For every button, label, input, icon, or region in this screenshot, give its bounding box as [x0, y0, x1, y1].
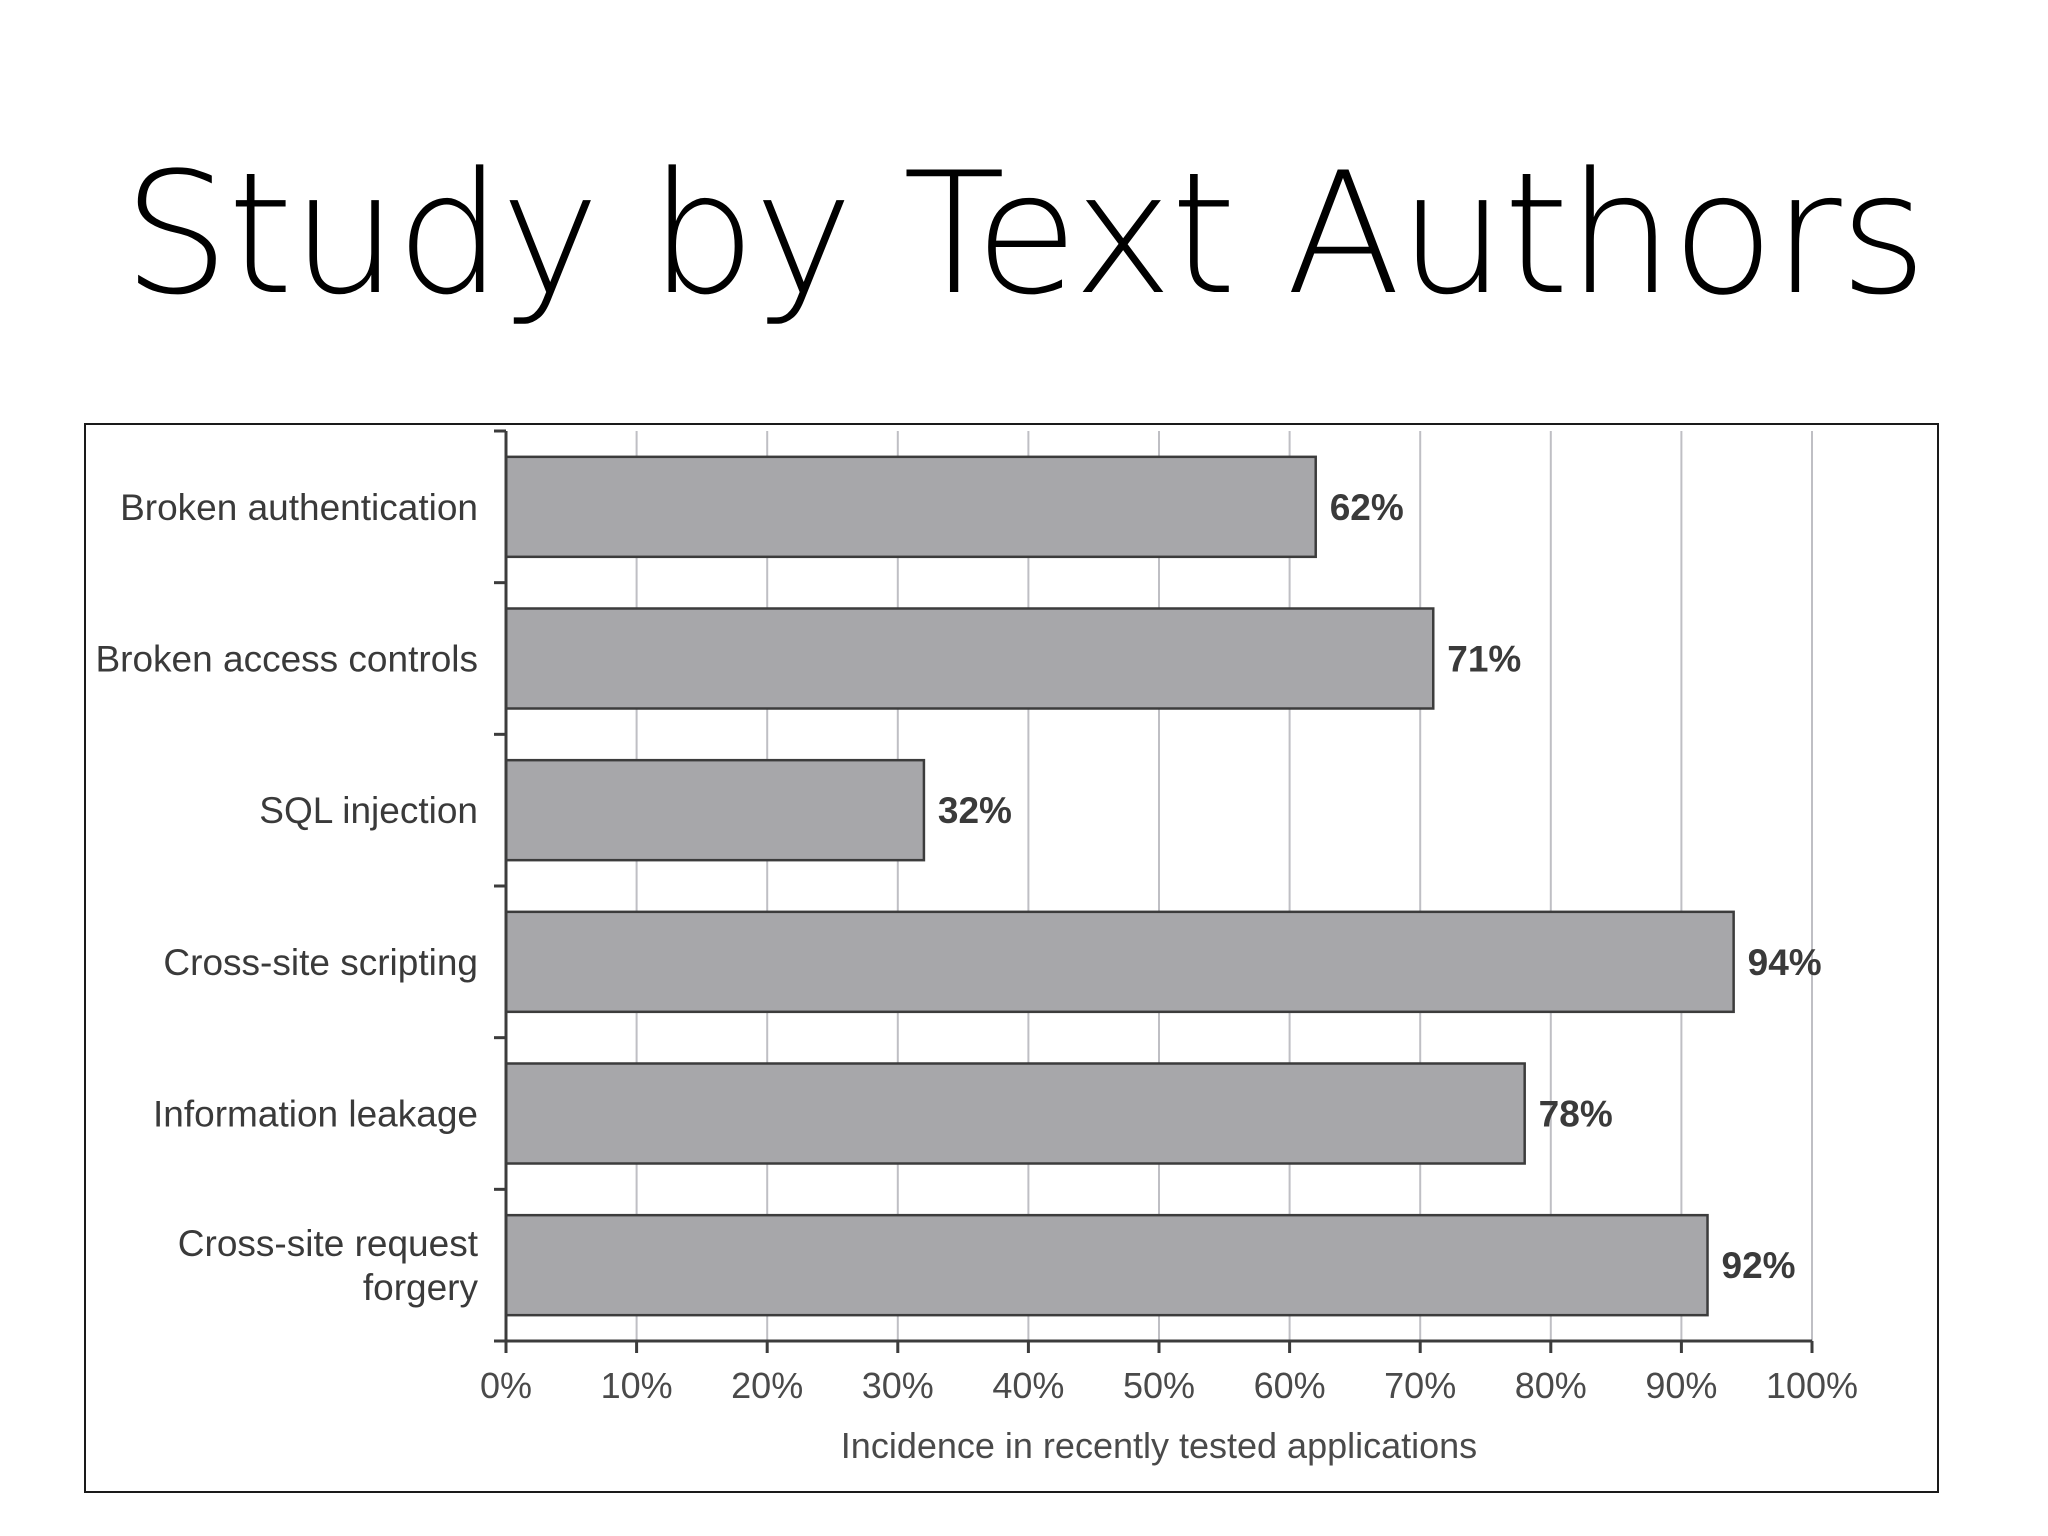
bar	[504, 1062, 1526, 1165]
category-label: Cross-site scripting	[163, 942, 478, 983]
axes	[494, 429, 1814, 1353]
x-tick-label: 0%	[480, 1365, 532, 1406]
data-label: 32%	[938, 790, 1012, 831]
x-axis-title: Incidence in recently tested application…	[841, 1425, 1477, 1466]
slide-title: Study by Text Authors	[122, 136, 1927, 332]
category-label: Information leakage	[153, 1094, 478, 1135]
category-label: Broken authentication	[120, 487, 478, 528]
data-label: 94%	[1748, 942, 1822, 983]
x-tick-label: 20%	[731, 1365, 803, 1406]
x-tick-label: 80%	[1515, 1365, 1587, 1406]
category-label-line: SQL injection	[259, 790, 478, 831]
category-label: Broken access controls	[95, 639, 478, 680]
data-label: 71%	[1447, 639, 1521, 680]
x-tick-label: 70%	[1384, 1365, 1456, 1406]
chart-frame: 62% Broken authentication 71% Broken access…	[84, 423, 1939, 1493]
x-tick-label: 90%	[1645, 1365, 1717, 1406]
data-label: 92%	[1722, 1245, 1796, 1286]
bar-chart: 62% Broken authentication 71% Broken access…	[95, 429, 1858, 1466]
category-label-line: forgery	[363, 1267, 479, 1308]
x-tick-label: 50%	[1123, 1365, 1195, 1406]
bars	[504, 455, 1735, 1317]
category-label-line: Information leakage	[153, 1094, 478, 1135]
category-label-line: Cross-site request	[178, 1223, 479, 1264]
x-tick-label: 60%	[1254, 1365, 1326, 1406]
labels: 62% Broken authentication 71% Broken access…	[95, 487, 1858, 1466]
bar	[504, 758, 926, 862]
category-label-line: Cross-site scripting	[163, 942, 478, 983]
bar	[504, 910, 1735, 1014]
category-label: Cross-site request forgery	[178, 1223, 479, 1308]
data-label: 78%	[1539, 1094, 1613, 1135]
x-tick-label: 100%	[1766, 1365, 1858, 1406]
x-tick-label: 10%	[601, 1365, 673, 1406]
data-label: 62%	[1330, 487, 1404, 528]
x-tick-label: 40%	[992, 1365, 1064, 1406]
grid-lines	[635, 431, 1813, 1341]
x-tick-label: 30%	[862, 1365, 934, 1406]
bar	[504, 455, 1317, 559]
category-label-line: Broken authentication	[120, 487, 478, 528]
bar	[504, 607, 1435, 710]
bar	[504, 1213, 1709, 1317]
category-label: SQL injection	[259, 790, 478, 831]
category-label-line: Broken access controls	[95, 639, 478, 680]
